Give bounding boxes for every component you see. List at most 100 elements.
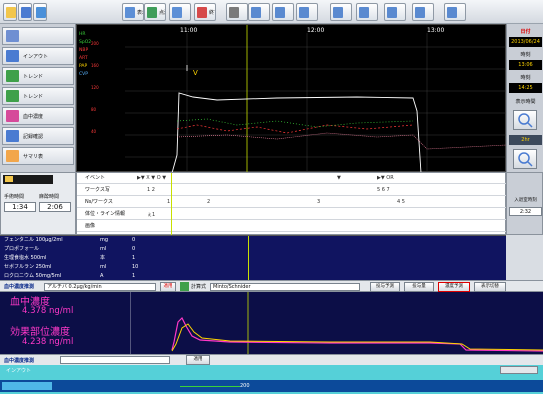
nav-item-3[interactable]: トレンド <box>2 87 74 105</box>
drug-unit-1: ml <box>100 246 107 252</box>
display-time-label: 表示時間 <box>515 99 536 105</box>
drug-unit-2: 本 <box>100 255 106 261</box>
drug-name-2: 生理食塩水 500ml <box>4 255 47 261</box>
vital-label-4: PAP <box>79 63 88 69</box>
drug-row-4[interactable]: ロクロニウム 50mg/5ml A 1 <box>0 272 506 281</box>
toolbar-button-7[interactable] <box>226 3 248 21</box>
bottom-apply-button[interactable]: 適用 <box>186 355 210 365</box>
drug-unit-3: ml <box>100 264 107 270</box>
conc-predict-button[interactable]: 濃度予測 <box>438 282 470 292</box>
scale-label-2: 120 <box>91 85 99 90</box>
event-row-label-2: Ns/ワークス <box>85 199 113 205</box>
nav-label-2: トレンド <box>23 73 44 80</box>
drug-name-1: プロポフォール <box>4 246 40 252</box>
toolbar-label-3: 表示 <box>137 9 143 16</box>
event-row-label-0: イベント <box>85 175 106 181</box>
nav-item-6[interactable]: サマリ表 <box>2 147 74 165</box>
infusion-line <box>180 386 240 387</box>
drug-col-0: 0 <box>132 237 136 243</box>
op-time-label: 手術時間 <box>4 194 25 200</box>
drug-select[interactable]: アルチバ 0.2μg/kg/min <box>44 283 156 291</box>
drug-col-4: 1 <box>132 273 136 279</box>
toolbar-button-10[interactable] <box>296 3 318 21</box>
time2-value: 14:25 <box>509 83 542 93</box>
toolbar-button-0[interactable] <box>3 3 17 21</box>
toolbar-icon-13 <box>387 6 397 18</box>
formula-select[interactable]: Minto/Schnider <box>210 283 360 291</box>
nav-item-5[interactable]: 記録確認 <box>2 127 74 145</box>
record-icon <box>6 130 19 142</box>
blood-conc-curve <box>171 316 543 352</box>
event-value-2-3: 4 5 <box>397 199 405 205</box>
scale-label-3: 80 <box>91 107 97 112</box>
effect-conc-curve <box>171 323 543 352</box>
event-row-2: Ns/ワークス 1 2 3 4 5 <box>77 197 507 208</box>
toolbar-button-9[interactable] <box>272 3 294 21</box>
bottom-select[interactable] <box>60 356 170 364</box>
drug-row-2[interactable]: 生理食塩水 500ml 本 1 <box>0 254 506 263</box>
drug-name-0: フェンタニル 100μg/2ml <box>4 237 63 243</box>
vital-label-2: NBP <box>79 47 88 53</box>
event-value-2-0: 1 <box>167 199 171 205</box>
toolbar-button-6[interactable]: 終了 <box>194 3 216 21</box>
toolbar-button-3[interactable]: 表示 <box>122 3 144 21</box>
infusion-row: 200 <box>0 380 543 392</box>
predict-button[interactable]: 投与予測 <box>370 282 400 292</box>
toggle-view-button[interactable]: 表示切替 <box>474 282 506 292</box>
toolbar-button-11[interactable] <box>330 3 352 21</box>
toolbar-button-4[interactable]: 点滴 <box>144 3 166 21</box>
toolbar-button-12[interactable] <box>356 3 378 21</box>
toolbar-icon-10 <box>299 6 309 18</box>
scale-label-4: 40 <box>91 129 97 134</box>
nav-label-6: サマリ表 <box>23 153 44 160</box>
nav-item-4[interactable]: 血中濃度 <box>2 107 74 125</box>
toolbar-icon-6 <box>197 6 207 18</box>
drug-row-1[interactable]: プロポフォール ml 0 <box>0 245 506 254</box>
event-row-label-4: 画像 <box>85 223 96 229</box>
toolbar-label-4: 点滴 <box>159 9 165 16</box>
patient-name-bar <box>3 175 53 184</box>
toolbar-button-15[interactable] <box>444 3 466 21</box>
nav-label-5: 記録確認 <box>23 133 44 140</box>
nav-item-2[interactable]: トレンド <box>2 67 74 85</box>
trace-white <box>171 92 422 174</box>
toolbar-icon-1 <box>21 6 31 18</box>
toolbar-button-2[interactable] <box>33 3 47 21</box>
event-value-0-1: ▼ <box>337 175 341 181</box>
toolbar-button-14[interactable] <box>412 3 434 21</box>
patient-icon <box>5 176 13 182</box>
range-value[interactable]: 2hr <box>509 135 542 145</box>
nav-item-1[interactable]: インアウト <box>2 47 74 65</box>
toolbar-icon-3 <box>125 6 135 18</box>
drug-row-3[interactable]: セボフルラン 250ml ml 10 <box>0 263 506 272</box>
dose-button[interactable]: 投与量 <box>404 282 434 292</box>
toolbar-icon-11 <box>333 6 343 18</box>
trend2-icon <box>6 90 19 102</box>
toolbar-button-13[interactable] <box>384 3 406 21</box>
zoom-out-button[interactable] <box>513 149 537 169</box>
zoom-in-button[interactable] <box>513 110 537 130</box>
toolbar-button-1[interactable] <box>18 3 32 21</box>
trace-green <box>176 118 414 128</box>
toolbar-label-6: 終了 <box>209 9 215 16</box>
toolbar-button-5[interactable] <box>169 3 191 21</box>
infusion-button[interactable] <box>500 366 538 374</box>
trace-red <box>176 124 414 134</box>
apply-button[interactable]: 適用 <box>160 282 176 292</box>
event-value-3-0: ぇ1 <box>147 212 156 218</box>
event-value-0-0: ▶▼ X ▼ O ▼ <box>137 175 167 181</box>
summary-icon <box>6 150 19 162</box>
time-tick-1: 12:00 <box>307 27 324 34</box>
toolbar-icon-2 <box>36 6 46 18</box>
toolbar-button-8[interactable] <box>248 3 270 21</box>
vital-monitor: 11:00 12:00 13:00 HR SpO2 NBP ART PAP CVP 200 160 1… <box>76 24 508 174</box>
concentration-graph: 血中濃度 4.378 ng/ml 効果部位濃度 4.238 ng/ml <box>0 292 543 354</box>
nav-item-0[interactable] <box>2 27 74 45</box>
date-label: 日付 <box>520 29 531 35</box>
monitor-svg: 11:00 12:00 13:00 HR SpO2 NBP ART PAP CVP 200 160 1… <box>79 25 508 174</box>
effect-conc-label: 効果部位濃度 <box>10 327 70 338</box>
drug-row-0[interactable]: フェンタニル 100μg/2ml mg 0 <box>0 236 506 245</box>
drug-col-2: 1 <box>132 255 136 261</box>
nav-label-3: トレンド <box>23 93 44 100</box>
event-row-label-1: ワークス写 <box>85 187 110 193</box>
